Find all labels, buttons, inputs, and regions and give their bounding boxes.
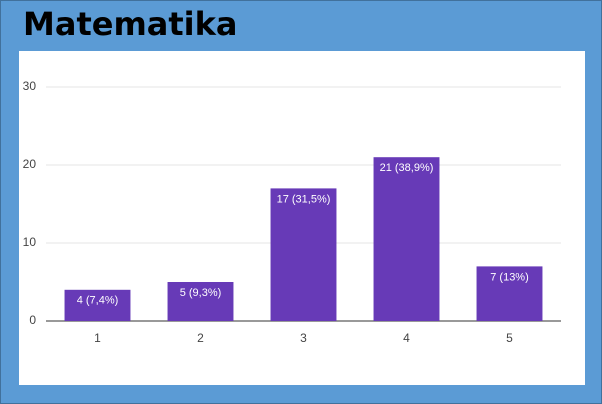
bar [64,289,131,321]
x-tick-label: 3 [300,331,307,345]
x-tick-label: 1 [94,331,101,345]
y-tick-label: 20 [23,157,37,171]
bar [167,282,234,321]
bar [476,266,543,321]
title: Matematika [23,5,238,43]
x-tick-label: 4 [403,331,410,345]
value-label: 17 (31,5%) [277,193,331,205]
bar [270,188,337,321]
y-tick-label: 30 [23,79,37,93]
bar [373,157,440,321]
value-label: 21 (38,9%) [380,162,434,174]
x-tick-label: 2 [197,331,204,345]
x-tick-label: 5 [506,331,513,345]
value-label: 4 (7,4%) [77,295,119,307]
value-label: 7 (13%) [490,271,529,283]
y-tick-label: 0 [29,313,36,327]
chart: 0 10 20 30 1 4 (7,4%) 2 5 (9,3%) 3 17 (31,5%) 4 21 … [23,79,561,345]
y-tick-label: 10 [23,235,37,249]
panel: 0 10 20 30 1 4 (7,4%) 2 5 (9,3%) 3 17 (31,5%) 4 21 … [19,51,585,385]
value-label: 5 (9,3%) [180,287,222,299]
